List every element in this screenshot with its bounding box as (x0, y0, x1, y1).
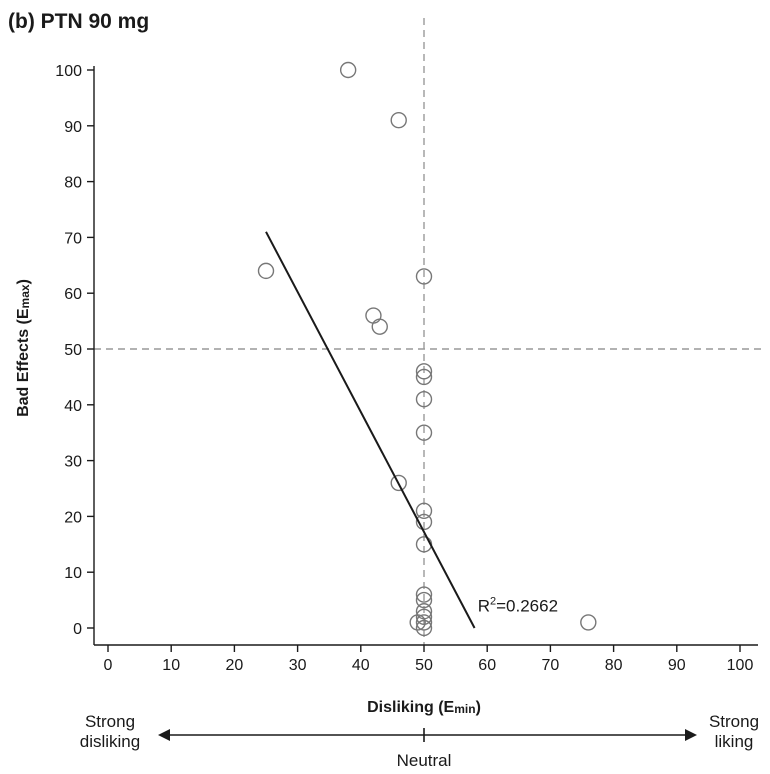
data-point (390, 112, 407, 129)
scale-left-label-line1: Strong (85, 712, 135, 731)
y-tick-label: 100 (55, 63, 82, 80)
x-tick-label: 0 (104, 657, 113, 674)
scale-center-label: Neutral (397, 751, 452, 770)
y-tick-label: 0 (73, 621, 82, 638)
y-tick-label: 20 (64, 509, 82, 526)
r-squared-annotation: R2=0.2662 (478, 596, 558, 616)
x-tick-label: 90 (668, 657, 686, 674)
y-tick-label: 80 (64, 175, 82, 192)
y-axis-label: Bad Effects (Emax) (15, 279, 32, 417)
x-tick-label: 80 (605, 657, 623, 674)
x-tick-label: 60 (478, 657, 496, 674)
scale-arrow-left-head (158, 729, 170, 741)
data-point (339, 61, 357, 79)
data-point (390, 474, 407, 492)
data-point (409, 614, 426, 631)
x-tick-label: 40 (352, 657, 370, 674)
regression-line (265, 231, 476, 629)
y-axis-ticks: 0 10 20 30 40 50 60 70 80 90 100 (55, 63, 94, 638)
regression-fit (265, 231, 476, 629)
data-point (415, 368, 433, 386)
liking-scale: Strong disliking Neutral Strong liking (80, 712, 759, 770)
data-points (257, 61, 597, 637)
scale-arrow-right-head (685, 729, 697, 741)
data-point (415, 268, 433, 285)
x-tick-label: 10 (162, 657, 180, 674)
data-point (415, 424, 433, 441)
y-tick-label: 90 (64, 119, 82, 136)
y-tick-label: 70 (64, 230, 82, 247)
data-point (415, 391, 433, 408)
data-point (415, 363, 433, 380)
data-point (415, 619, 433, 637)
x-tick-label: 100 (727, 657, 754, 674)
data-point (415, 513, 433, 531)
data-point (415, 614, 433, 631)
scale-right-label-line2: liking (715, 732, 754, 751)
y-tick-label: 30 (64, 454, 82, 471)
y-tick-label: 60 (64, 286, 82, 303)
data-point (415, 502, 433, 520)
scale-right-label-line1: Strong (709, 712, 759, 731)
x-tick-label: 20 (226, 657, 244, 674)
axes (93, 66, 758, 646)
x-tick-label: 30 (289, 657, 307, 674)
reference-lines (94, 18, 762, 645)
x-axis-ticks: 0 10 20 30 40 50 60 70 80 90 100 (104, 645, 754, 674)
scale-left-label-line2: disliking (80, 732, 140, 751)
data-point (365, 307, 382, 324)
data-point (257, 262, 275, 280)
x-axis-label: Disliking (Emin) (367, 699, 481, 716)
y-tick-label: 40 (64, 398, 82, 415)
data-point (415, 591, 433, 609)
x-tick-label: 50 (415, 657, 433, 674)
data-point (415, 608, 433, 626)
chart-title: (b) PTN 90 mg (8, 10, 149, 33)
y-tick-label: 10 (64, 565, 82, 582)
data-point (371, 318, 388, 335)
y-tick-label: 50 (64, 342, 82, 359)
data-point (415, 586, 433, 603)
x-tick-label: 70 (542, 657, 560, 674)
data-point (580, 614, 597, 631)
